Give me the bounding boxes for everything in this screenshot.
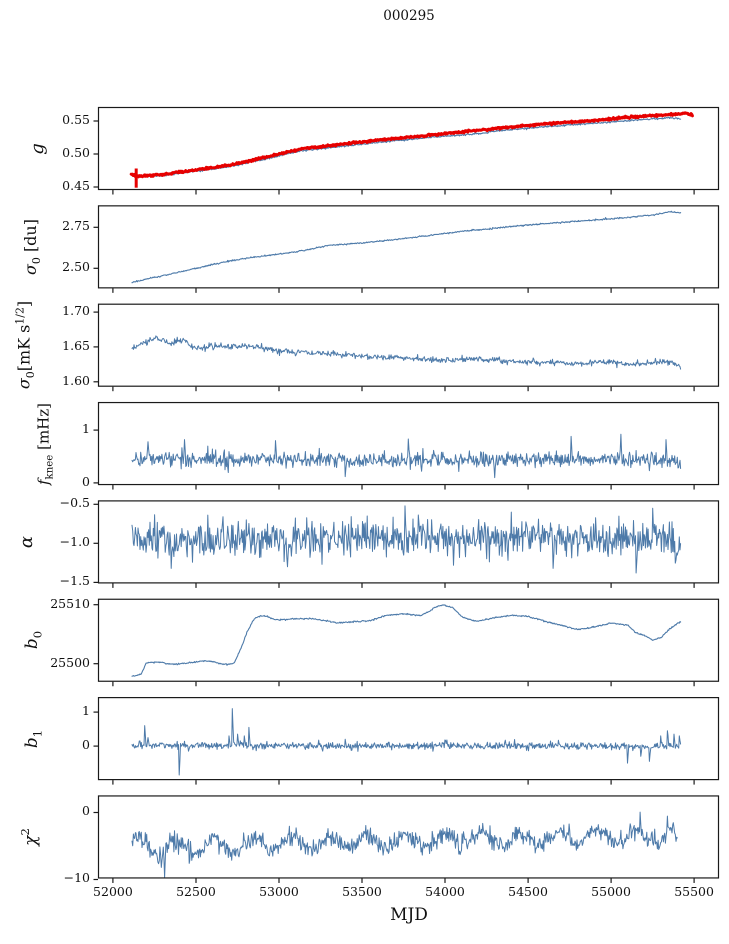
y-axis-label-sigma0_du: σ0 [du] [20, 218, 44, 275]
panel-frame-b0 [97, 598, 720, 682]
panel-frame-g [97, 106, 720, 191]
y-tick-label-sigma0_mK: 1.65 [62, 337, 90, 353]
series-alpha [131, 505, 682, 574]
y-tick-label-b0: 25500 [50, 654, 90, 670]
y-tick-label-chi2: 0 [82, 803, 90, 819]
y-tick-label-g: 0.55 [62, 111, 90, 127]
series-sigma0-du [131, 210, 682, 284]
x-tick-label: 52500 [176, 884, 216, 900]
y-tick-label-sigma0_du: 2.75 [62, 218, 90, 234]
x-tick-label: 53000 [259, 884, 299, 900]
y-tick-label-sigma0_mK: 1.60 [62, 372, 90, 388]
series-chi2 [131, 811, 678, 878]
panel-frame-alpha [97, 500, 720, 584]
panel-frame-sigma0_du [97, 205, 720, 289]
y-tick-label-b1: 0 [82, 737, 90, 753]
series-b0 [131, 604, 682, 677]
y-tick-label-alpha: −0.5 [59, 495, 90, 511]
y-axis-label-f_knee: fknee [mHz] [34, 402, 56, 485]
y-tick-label-f_knee: 0 [82, 473, 90, 489]
series-sigma0-mK [131, 335, 682, 370]
y-axis-label-b1: b1 [22, 729, 45, 748]
y-tick-label-sigma0_du: 2.50 [62, 259, 90, 275]
y-axis-label-g: g [27, 142, 48, 155]
panel-frame-f_knee [97, 401, 720, 486]
y-tick-label-alpha: −1.0 [59, 534, 90, 550]
series-gain [129, 111, 694, 179]
panel-frame-chi2 [97, 795, 720, 879]
y-axis-label-sigma0_mK: σ0[mK s1/2] [13, 301, 37, 390]
y-tick-label-g: 0.45 [62, 178, 90, 194]
y-tick-label-f_knee: 1 [82, 421, 90, 437]
y-axis-label-chi2: χ2 [18, 828, 41, 846]
x-tick-label: 52000 [93, 884, 133, 900]
y-tick-label-sigma0_mK: 1.70 [62, 303, 90, 319]
y-axis-label-b0: b0 [22, 631, 45, 650]
x-tick-label: 55000 [591, 884, 631, 900]
x-tick-label: 54500 [508, 884, 548, 900]
y-tick-label-g: 0.50 [62, 145, 90, 160]
series-f-knee [131, 433, 682, 479]
x-tick-label: 54000 [425, 884, 465, 900]
y-tick-label-b0: 25510 [50, 595, 90, 611]
x-tick-label: 55500 [674, 884, 714, 900]
chart-title: 000295 [383, 8, 435, 24]
y-tick-label-b1: 1 [82, 703, 90, 719]
series-b1 [131, 708, 682, 776]
x-axis-label: MJD [390, 905, 428, 925]
panel-frame-sigma0_mK [97, 303, 720, 387]
y-axis-label-alpha: α [16, 535, 37, 548]
x-tick-label: 53500 [342, 884, 382, 900]
panel-frame-b1 [97, 696, 720, 781]
y-tick-label-chi2: −10 [63, 870, 90, 886]
y-tick-label-alpha: −1.5 [59, 573, 90, 589]
